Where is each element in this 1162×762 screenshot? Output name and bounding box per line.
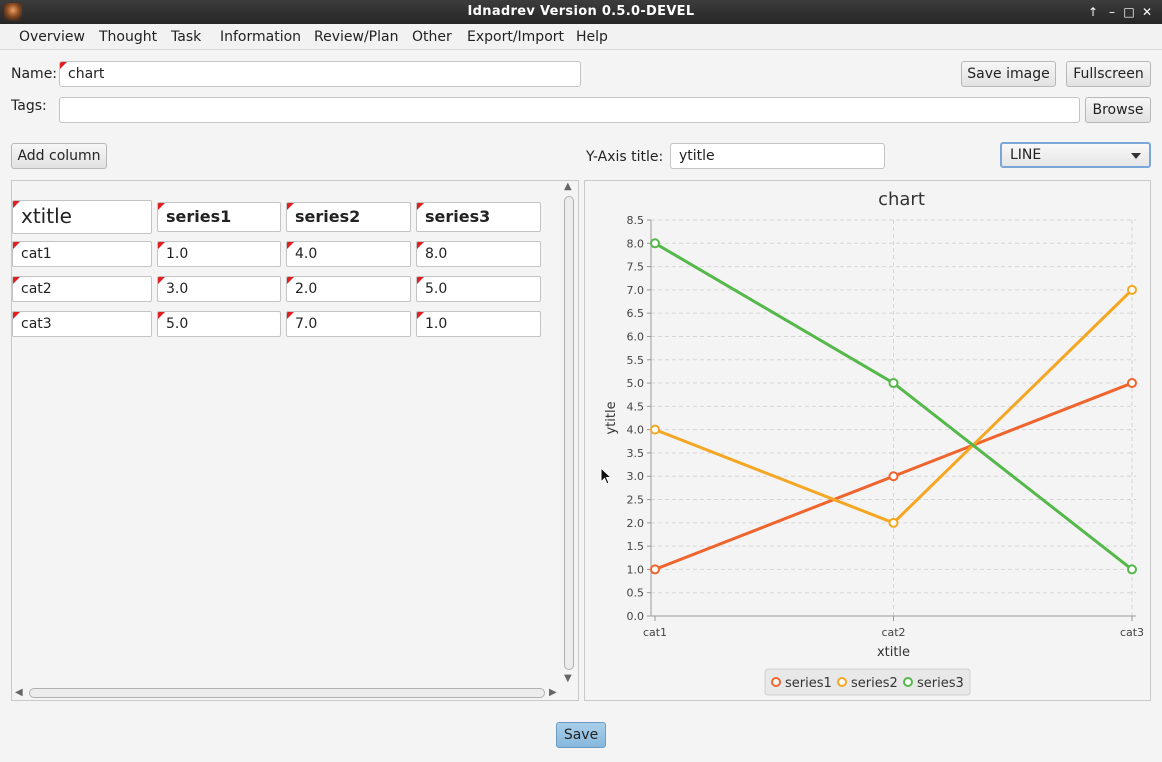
legend-label-series2: series2 (851, 676, 898, 691)
header-cell-series3[interactable]: series3 (416, 202, 541, 232)
scroll-up-icon[interactable]: ▲ (564, 181, 572, 192)
menu-export-import[interactable]: Export/Import (467, 29, 565, 45)
minimize-icon[interactable]: – (1109, 5, 1115, 19)
tags-field[interactable] (59, 97, 1080, 123)
legend-marker-series3 (903, 677, 913, 687)
chart-type-value: LINE (1010, 147, 1042, 163)
add-column-button[interactable]: Add column (11, 143, 107, 169)
data-point-series2 (650, 424, 660, 435)
y-tick-label: 1.5 (627, 540, 645, 553)
y-tick-label: 8.5 (627, 214, 645, 227)
vertical-scroll-thumb[interactable] (564, 196, 574, 670)
y-tick-label: 7.5 (627, 261, 645, 274)
y-tick-label: 5.0 (627, 377, 645, 390)
data-point-series3 (888, 378, 899, 389)
y-tick-label: 4.0 (627, 424, 645, 437)
menu-help[interactable]: Help (576, 29, 608, 45)
mouse-cursor-icon (600, 467, 612, 485)
menu-review-plan[interactable]: Review/Plan (314, 29, 399, 45)
y-tick-label: 3.5 (627, 447, 645, 460)
data-point-series3 (1127, 564, 1137, 575)
menu-task[interactable]: Task (171, 29, 202, 45)
chevron-down-icon (1131, 153, 1141, 159)
vertical-scrollbar[interactable]: ▲ ▼ (562, 182, 576, 686)
legend-label-series3: series3 (917, 676, 964, 691)
scroll-left-icon[interactable]: ◀ (15, 687, 23, 698)
window-title: Idnadrev Version 0.5.0-DEVEL (467, 4, 695, 19)
menu-other[interactable]: Other (412, 29, 452, 45)
y-tick-label: 0.5 (627, 587, 645, 600)
table-cell[interactable]: cat1 (12, 241, 152, 267)
scroll-down-icon[interactable]: ▼ (564, 673, 572, 684)
menu-information[interactable]: Information (220, 29, 302, 45)
save-image-button[interactable]: Save image (961, 61, 1056, 87)
x-tick-label: cat3 (1120, 626, 1144, 639)
table-cell[interactable]: 2.0 (286, 276, 411, 302)
horizontal-scrollbar[interactable]: ◀ ▶ (13, 686, 561, 700)
y-tick-label: 6.0 (627, 330, 645, 343)
y-tick-label: 2.5 (627, 494, 645, 507)
data-point-series1 (650, 564, 660, 575)
table-cell[interactable]: 1.0 (157, 241, 281, 267)
table-cell[interactable]: 5.0 (416, 276, 541, 302)
legend-marker-series2 (837, 677, 847, 687)
menu-thought[interactable]: Thought (99, 29, 158, 45)
table-cell[interactable]: 4.0 (286, 241, 411, 267)
table-cell[interactable]: 7.0 (286, 311, 411, 337)
scroll-right-icon[interactable]: ▶ (549, 687, 557, 698)
tags-label: Tags: (11, 98, 47, 114)
y-tick-label: 6.5 (627, 307, 645, 320)
fullscreen-button[interactable]: Fullscreen (1066, 61, 1151, 87)
data-point-series2 (888, 517, 899, 528)
y-tick-label: 2.0 (627, 517, 645, 530)
chart-type-dropdown[interactable]: LINE (1000, 142, 1151, 168)
maximize-icon[interactable]: □ (1123, 5, 1135, 19)
header-cell-x[interactable]: xtitle (12, 200, 152, 234)
table-cell[interactable]: cat2 (12, 276, 152, 302)
name-label: Name: (11, 66, 58, 82)
y-tick-label: 1.0 (627, 563, 645, 576)
table-cell[interactable]: 3.0 (157, 276, 281, 302)
yaxis-title-field[interactable]: ytitle (670, 143, 885, 169)
yaxis-title-label: Y-Axis title: (586, 149, 664, 165)
legend-marker-series1 (771, 677, 781, 687)
x-tick-label: cat1 (643, 626, 667, 639)
data-point-series3 (650, 238, 660, 249)
header-cell-series2[interactable]: series2 (286, 202, 411, 232)
y-tick-label: 8.0 (627, 237, 645, 250)
name-field[interactable]: chart (59, 61, 581, 87)
data-point-series2 (1127, 284, 1137, 295)
chart-panel: chart 0.0 0.5 1.0 1.5 2.0 2.5 3.0 3.5 4.0 4.5 5.0 5.… (584, 180, 1151, 701)
app-icon (4, 3, 22, 21)
table-cell[interactable]: 1.0 (416, 311, 541, 337)
table-cell[interactable]: cat3 (12, 311, 152, 337)
table-cell[interactable]: 5.0 (157, 311, 281, 337)
legend-label-series1: series1 (785, 676, 832, 691)
table-cell[interactable]: 8.0 (416, 241, 541, 267)
horizontal-scroll-thumb[interactable] (29, 688, 545, 698)
line-chart: chart 0.0 0.5 1.0 1.5 2.0 2.5 3.0 3.5 4.0 4.5 5.0 5.… (604, 189, 1144, 696)
data-point-series1 (1127, 378, 1137, 389)
title-bar: Idnadrev Version 0.5.0-DEVEL ↑ – □ ✕ (0, 0, 1162, 24)
browse-button[interactable]: Browse (1085, 97, 1151, 123)
y-tick-label: 5.5 (627, 354, 645, 367)
chart-title: chart (878, 189, 925, 210)
x-axis-label: xtitle (877, 645, 910, 660)
close-icon[interactable]: ✕ (1141, 5, 1153, 19)
header-cell-series1[interactable]: series1 (157, 202, 281, 232)
y-tick-label: 0.0 (627, 610, 645, 623)
keep-above-icon[interactable]: ↑ (1087, 5, 1099, 19)
data-point-series1 (888, 471, 899, 482)
save-button[interactable]: Save (556, 722, 606, 748)
y-axis-label: ytitle (604, 401, 619, 434)
menu-overview[interactable]: Overview (19, 29, 85, 45)
y-tick-label: 7.0 (627, 284, 645, 297)
x-tick-label: cat2 (881, 626, 905, 639)
menu-bar: Overview Thought Task Information Review… (0, 24, 1162, 50)
y-tick-label: 4.5 (627, 400, 645, 413)
y-tick-label: 3.0 (627, 470, 645, 483)
legend (764, 668, 971, 696)
